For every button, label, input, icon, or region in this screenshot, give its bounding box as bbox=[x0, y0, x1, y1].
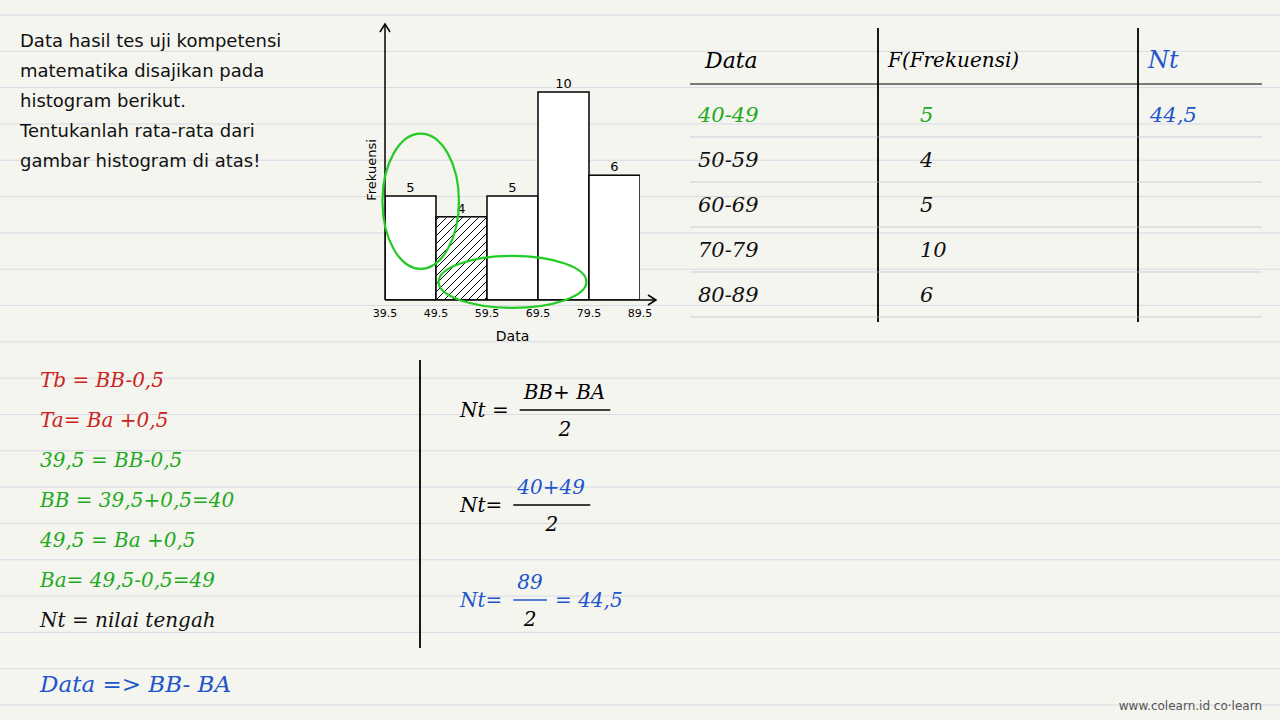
highlight-circle bbox=[439, 256, 587, 308]
table-cell: 50-59 bbox=[698, 148, 759, 172]
x-tick-label: 39.5 bbox=[373, 307, 398, 320]
ruled-line bbox=[0, 15, 1280, 16]
table-cell: 5 bbox=[920, 103, 933, 127]
note: Ba= 49,5-0,5=49 bbox=[39, 568, 215, 592]
table-header-line bbox=[690, 83, 1262, 84]
intro-text: matematika disajikan pada bbox=[20, 60, 264, 81]
fraction-bar bbox=[520, 409, 611, 411]
formula-lhs: Nt = bbox=[459, 398, 509, 422]
data-label: 6 bbox=[610, 159, 618, 174]
table-header: Data bbox=[704, 48, 758, 73]
table-cell: 6 bbox=[920, 283, 933, 307]
table-cell: 60-69 bbox=[698, 193, 759, 217]
table-cell: 4 bbox=[919, 148, 933, 172]
formula-numerator: 89 bbox=[517, 570, 543, 594]
footer-text: Data => BB- BA bbox=[39, 671, 231, 697]
table-column-line bbox=[877, 28, 879, 322]
table-cell: 80-89 bbox=[698, 283, 759, 307]
x-tick-label: 79.5 bbox=[577, 307, 602, 320]
table-cell: 40-49 bbox=[697, 103, 759, 127]
intro-text: Data hasil tes uji kompetensi bbox=[20, 30, 281, 51]
y-axis-arrow bbox=[380, 24, 390, 32]
table-header: Nt bbox=[1147, 46, 1179, 74]
formula: Nt= 40+49 2 bbox=[459, 475, 590, 536]
table-row-line bbox=[690, 137, 1262, 138]
note: Tb = BB-0,5 bbox=[40, 368, 164, 392]
table-row-line bbox=[690, 182, 1262, 183]
table-cell: 44,5 bbox=[1149, 103, 1197, 127]
bar bbox=[487, 196, 538, 300]
background bbox=[0, 0, 1280, 720]
x-axis bbox=[385, 299, 656, 301]
formula-denominator: 2 bbox=[558, 417, 572, 441]
ruled-line bbox=[0, 51, 1280, 52]
x-tick-label: 59.5 bbox=[475, 307, 500, 320]
divider bbox=[419, 360, 421, 648]
y-axis bbox=[384, 24, 386, 300]
table-column-line bbox=[1137, 28, 1139, 322]
ruled-line bbox=[0, 450, 1280, 451]
formula-numerator: 40+49 bbox=[516, 475, 585, 499]
ruled-line bbox=[0, 596, 1280, 597]
formula-denominator: 2 bbox=[523, 607, 537, 631]
data-label: 5 bbox=[508, 180, 516, 195]
ruled-line bbox=[0, 341, 1280, 342]
ruled-line bbox=[0, 705, 1280, 706]
intro-text: gambar histogram di atas! bbox=[20, 150, 260, 171]
ruled-line bbox=[0, 559, 1280, 560]
data-label: 5 bbox=[406, 180, 414, 195]
data-label: 10 bbox=[555, 76, 572, 91]
x-tick-label: 89.5 bbox=[628, 307, 653, 320]
formula-numerator: BB+ BA bbox=[523, 380, 606, 404]
formula: Nt= 89 2 = 44,5 bbox=[459, 570, 623, 631]
formula-denominator: 2 bbox=[544, 512, 558, 536]
x-tick-label: 49.5 bbox=[424, 307, 449, 320]
table-cell: 70-79 bbox=[698, 238, 759, 262]
note: Nt = nilai tengah bbox=[39, 608, 216, 632]
bar bbox=[589, 175, 640, 300]
ruled-line bbox=[0, 668, 1280, 669]
ruled-lines bbox=[0, 15, 1280, 705]
ruled-line bbox=[0, 378, 1280, 379]
fraction-bar bbox=[513, 599, 547, 601]
intro-text: Tentukanlah rata-rata dari bbox=[19, 120, 255, 141]
bar bbox=[538, 92, 589, 300]
formula: Nt = BB+ BA 2 bbox=[459, 380, 610, 441]
ruled-line bbox=[0, 523, 1280, 524]
note: BB = 39,5+0,5=40 bbox=[39, 488, 234, 512]
table-row-line bbox=[690, 317, 1262, 318]
table-cell: 5 bbox=[920, 193, 933, 217]
fraction-bar bbox=[513, 504, 590, 506]
y-axis-label: Frekuensi bbox=[364, 139, 379, 201]
x-axis-label: Data bbox=[496, 328, 529, 344]
ruled-line bbox=[0, 632, 1280, 633]
ruled-line bbox=[0, 87, 1280, 88]
table-cell: 10 bbox=[920, 238, 947, 262]
table-row-line bbox=[690, 272, 1262, 273]
ruled-line bbox=[0, 414, 1280, 415]
table-row-line bbox=[690, 227, 1262, 228]
intro-text: histogram berikut. bbox=[20, 90, 186, 111]
formula-lhs: Nt= bbox=[459, 493, 502, 517]
note: 49,5 = Ba +0,5 bbox=[39, 528, 196, 552]
x-tick-label: 69.5 bbox=[526, 307, 551, 320]
note: 39,5 = BB-0,5 bbox=[40, 448, 182, 472]
table-header: F(Frekuensi) bbox=[887, 48, 1019, 72]
watermark: www.colearn.id co·learn bbox=[1119, 699, 1262, 713]
formula-lhs: Nt= bbox=[459, 588, 502, 612]
x-axis-arrow bbox=[648, 295, 656, 305]
highlight-circle bbox=[382, 134, 459, 269]
histogram: 54510639.549.559.569.579.589.5DataFrekue… bbox=[364, 24, 657, 344]
formula-result: = 44,5 bbox=[555, 588, 623, 612]
table: Data F(Frekuensi) Nt 40-49 5 44,5 50-59 4 60-69 5… bbox=[690, 28, 1262, 322]
page: Data hasil tes uji kompetensi matematika … bbox=[0, 0, 1280, 720]
note: Ta= Ba +0,5 bbox=[40, 408, 168, 432]
